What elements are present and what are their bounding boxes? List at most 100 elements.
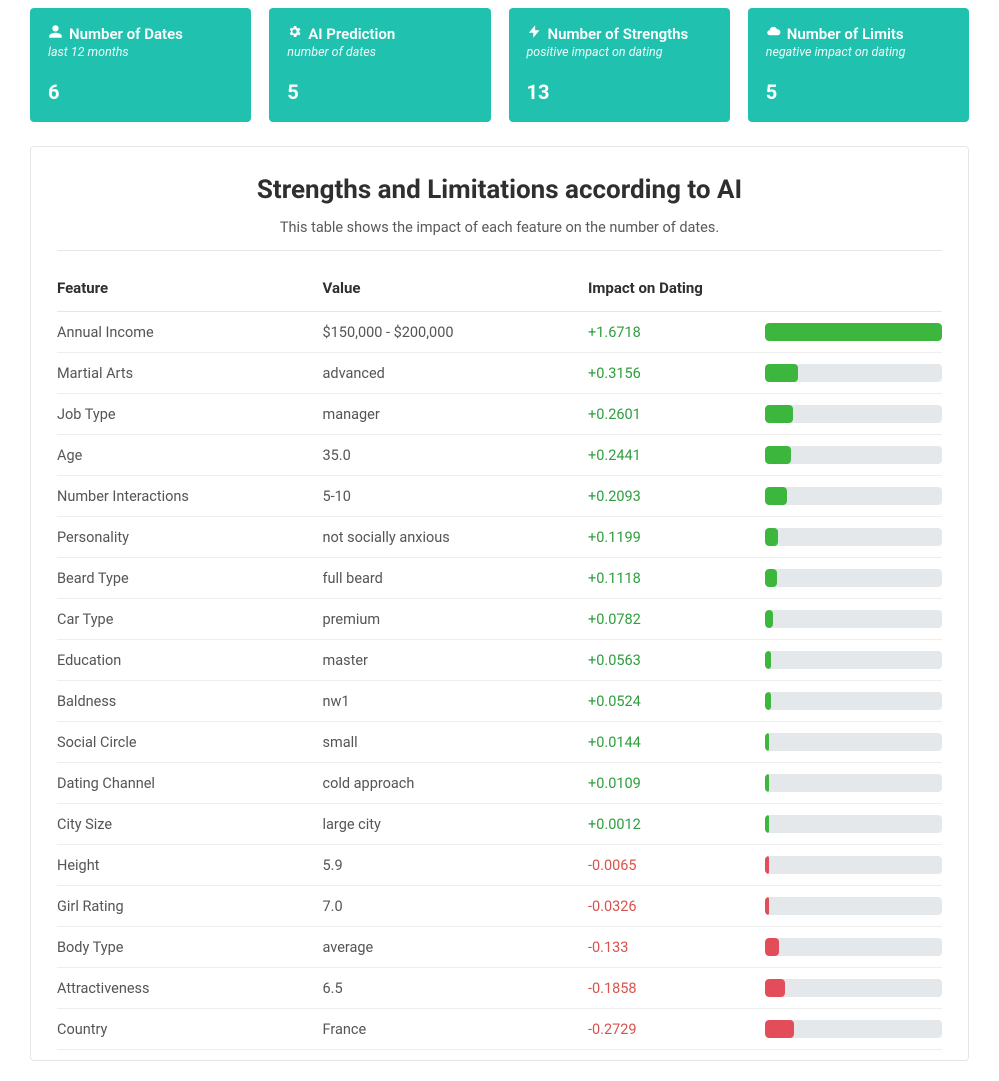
cell-impact: +0.0524 bbox=[588, 681, 765, 722]
cell-bar bbox=[765, 353, 942, 394]
cell-value: $150,000 - $200,000 bbox=[323, 312, 589, 353]
impact-bar-track bbox=[765, 938, 942, 956]
col-header-bar bbox=[765, 269, 942, 312]
cell-value: 5-10 bbox=[323, 476, 589, 517]
table-row: Attractiveness6.5-0.1858 bbox=[57, 968, 942, 1009]
impact-bar-fill bbox=[765, 610, 773, 628]
cell-feature: Body Type bbox=[57, 927, 323, 968]
panel-title: Strengths and Limitations according to A… bbox=[57, 175, 942, 205]
impact-bar-track bbox=[765, 1020, 942, 1038]
cell-bar bbox=[765, 804, 942, 845]
impact-bar-track bbox=[765, 897, 942, 915]
impact-bar-fill bbox=[765, 487, 787, 505]
cell-value: France bbox=[323, 1009, 589, 1050]
cell-feature: Social Circle bbox=[57, 722, 323, 763]
cell-impact: -0.0326 bbox=[588, 886, 765, 927]
card-subtitle: last 12 months bbox=[48, 45, 233, 60]
card-title: Number of Strengths bbox=[548, 25, 689, 43]
impact-bar-track bbox=[765, 733, 942, 751]
cell-value: large city bbox=[323, 804, 589, 845]
cell-impact: +1.6718 bbox=[588, 312, 765, 353]
impact-bar-fill bbox=[765, 856, 769, 874]
impact-bar-fill bbox=[765, 979, 785, 997]
card-subtitle: positive impact on dating bbox=[527, 45, 712, 60]
impact-bar-track bbox=[765, 815, 942, 833]
cell-value: cold approach bbox=[323, 763, 589, 804]
impact-bar-fill bbox=[765, 651, 771, 669]
cell-value: 6.5 bbox=[323, 968, 589, 1009]
cell-feature: Baldness bbox=[57, 681, 323, 722]
table-row: Car Typepremium+0.0782 bbox=[57, 599, 942, 640]
cell-bar bbox=[765, 394, 942, 435]
stat-cards-row: Number of Dates last 12 months 6 AI Pred… bbox=[30, 8, 969, 122]
cell-impact: -0.133 bbox=[588, 927, 765, 968]
impact-bar-fill bbox=[765, 897, 769, 915]
cell-bar bbox=[765, 763, 942, 804]
table-row: Martial Artsadvanced+0.3156 bbox=[57, 353, 942, 394]
impact-bar-track bbox=[765, 405, 942, 423]
table-row: Annual Income$150,000 - $200,000+1.6718 bbox=[57, 312, 942, 353]
cell-feature: Personality bbox=[57, 517, 323, 558]
cell-bar bbox=[765, 517, 942, 558]
table-row: Dating Channelcold approach+0.0109 bbox=[57, 763, 942, 804]
cell-impact: +0.0563 bbox=[588, 640, 765, 681]
bolt-icon bbox=[527, 24, 542, 43]
cell-value: 7.0 bbox=[323, 886, 589, 927]
cell-impact: +0.0012 bbox=[588, 804, 765, 845]
cell-impact: +0.0109 bbox=[588, 763, 765, 804]
card-value: 5 bbox=[287, 80, 472, 104]
cell-impact: +0.2601 bbox=[588, 394, 765, 435]
card-value: 6 bbox=[48, 80, 233, 104]
cell-value: 35.0 bbox=[323, 435, 589, 476]
impact-bar-fill bbox=[765, 405, 793, 423]
table-row: Age35.0+0.2441 bbox=[57, 435, 942, 476]
cell-bar bbox=[765, 558, 942, 599]
cell-value: 5.9 bbox=[323, 845, 589, 886]
cell-bar bbox=[765, 435, 942, 476]
impact-bar-track bbox=[765, 364, 942, 382]
impact-bar-track bbox=[765, 692, 942, 710]
cell-value: average bbox=[323, 927, 589, 968]
card-subtitle: number of dates bbox=[287, 45, 472, 60]
cell-impact: +0.1118 bbox=[588, 558, 765, 599]
table-row: Educationmaster+0.0563 bbox=[57, 640, 942, 681]
impact-bar-track bbox=[765, 979, 942, 997]
impact-bar-fill bbox=[765, 938, 779, 956]
table-row: Body Typeaverage-0.133 bbox=[57, 927, 942, 968]
stat-card-dates: Number of Dates last 12 months 6 bbox=[30, 8, 251, 122]
cell-impact: +0.0782 bbox=[588, 599, 765, 640]
impact-bar-fill bbox=[765, 1020, 794, 1038]
impact-bar-track bbox=[765, 446, 942, 464]
cell-feature: Annual Income bbox=[57, 312, 323, 353]
impact-bar-fill bbox=[765, 364, 798, 382]
cell-bar bbox=[765, 640, 942, 681]
col-header-impact: Impact on Dating bbox=[588, 269, 765, 312]
impact-bar-fill bbox=[765, 692, 771, 710]
cell-feature: Dating Channel bbox=[57, 763, 323, 804]
cell-value: not socially anxious bbox=[323, 517, 589, 558]
impact-bar-track bbox=[765, 651, 942, 669]
table-row: Girl Rating7.0-0.0326 bbox=[57, 886, 942, 927]
panel-description: This table shows the impact of each feat… bbox=[57, 219, 942, 251]
cell-impact: +0.1199 bbox=[588, 517, 765, 558]
card-value: 5 bbox=[766, 80, 951, 104]
cell-bar bbox=[765, 886, 942, 927]
cell-impact: +0.2093 bbox=[588, 476, 765, 517]
cell-value: master bbox=[323, 640, 589, 681]
cell-feature: Attractiveness bbox=[57, 968, 323, 1009]
impact-bar-fill bbox=[765, 733, 769, 751]
cell-bar bbox=[765, 968, 942, 1009]
cell-bar bbox=[765, 681, 942, 722]
impact-bar-fill bbox=[765, 446, 791, 464]
table-row: Social Circlesmall+0.0144 bbox=[57, 722, 942, 763]
impact-bar-track bbox=[765, 569, 942, 587]
cell-feature: Car Type bbox=[57, 599, 323, 640]
cell-bar bbox=[765, 476, 942, 517]
cell-bar bbox=[765, 599, 942, 640]
table-row: City Sizelarge city+0.0012 bbox=[57, 804, 942, 845]
impact-bar-track bbox=[765, 774, 942, 792]
cell-value: advanced bbox=[323, 353, 589, 394]
impact-bar-fill bbox=[765, 569, 777, 587]
impact-bar-fill bbox=[765, 774, 769, 792]
cell-impact: +0.2441 bbox=[588, 435, 765, 476]
